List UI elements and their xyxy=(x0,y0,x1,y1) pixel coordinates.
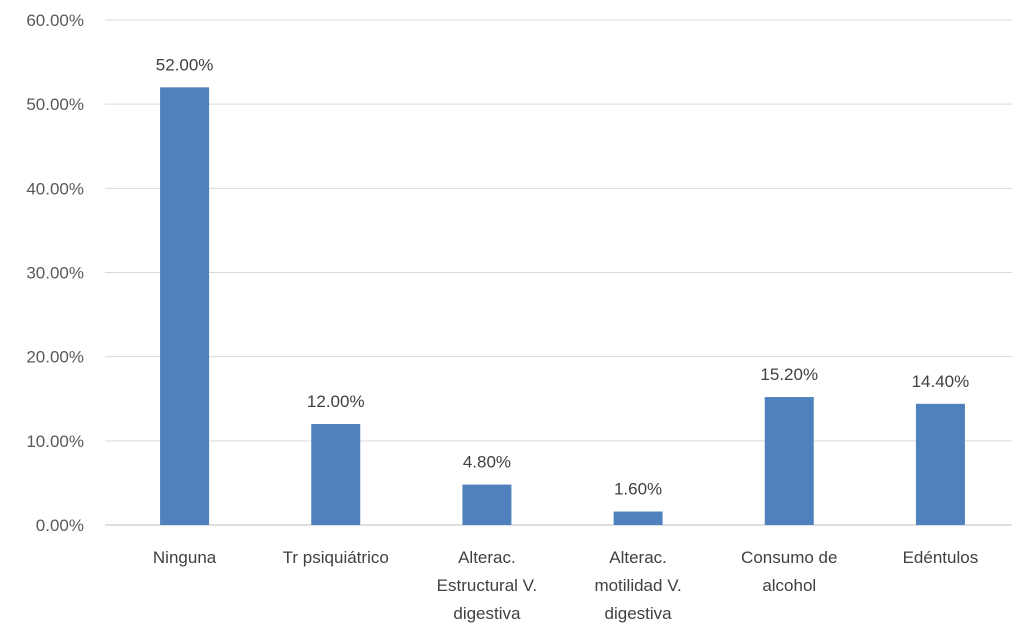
y-axis-tick-labels: 0.00% 10.00% 20.00% 30.00% 40.00% 50.00% 60.00… xyxy=(26,11,84,535)
data-label: 15.20% xyxy=(760,365,818,384)
y-tick-label: 20.00% xyxy=(26,348,84,367)
x-category-label: Tr psiquiátrico xyxy=(283,548,389,567)
x-category-label: Ninguna xyxy=(153,548,217,567)
x-category-label: Consumo de alcohol xyxy=(741,548,837,595)
y-tick-label: 0.00% xyxy=(36,516,84,535)
y-tick-label: 30.00% xyxy=(26,264,84,283)
y-tick-label: 60.00% xyxy=(26,11,84,30)
bar xyxy=(613,511,663,525)
bars xyxy=(160,87,965,525)
bar xyxy=(462,484,512,525)
y-tick-label: 10.00% xyxy=(26,432,84,451)
gridlines xyxy=(105,19,1012,526)
x-category-label: Alterac. motilidad V. digestiva xyxy=(594,548,681,623)
data-label: 4.80% xyxy=(463,453,511,472)
bar xyxy=(915,403,965,525)
data-label: 12.00% xyxy=(307,392,365,411)
data-labels: 52.00% 12.00% 4.80% 1.60% 15.20% 14.40% xyxy=(156,55,970,498)
x-axis-category-labels: Ninguna Tr psiquiátrico Alterac. Estructura… xyxy=(153,548,978,623)
bar xyxy=(160,87,210,525)
x-category-label: Alterac. Estructural V. digestiva xyxy=(437,548,537,623)
x-category-label: Edéntulos xyxy=(903,548,979,567)
data-label: 1.60% xyxy=(614,480,662,499)
y-tick-label: 40.00% xyxy=(26,179,84,198)
data-label: 52.00% xyxy=(156,55,214,74)
bar xyxy=(764,397,814,525)
bar xyxy=(311,424,361,525)
data-label: 14.40% xyxy=(912,372,970,391)
y-tick-label: 50.00% xyxy=(26,95,84,114)
